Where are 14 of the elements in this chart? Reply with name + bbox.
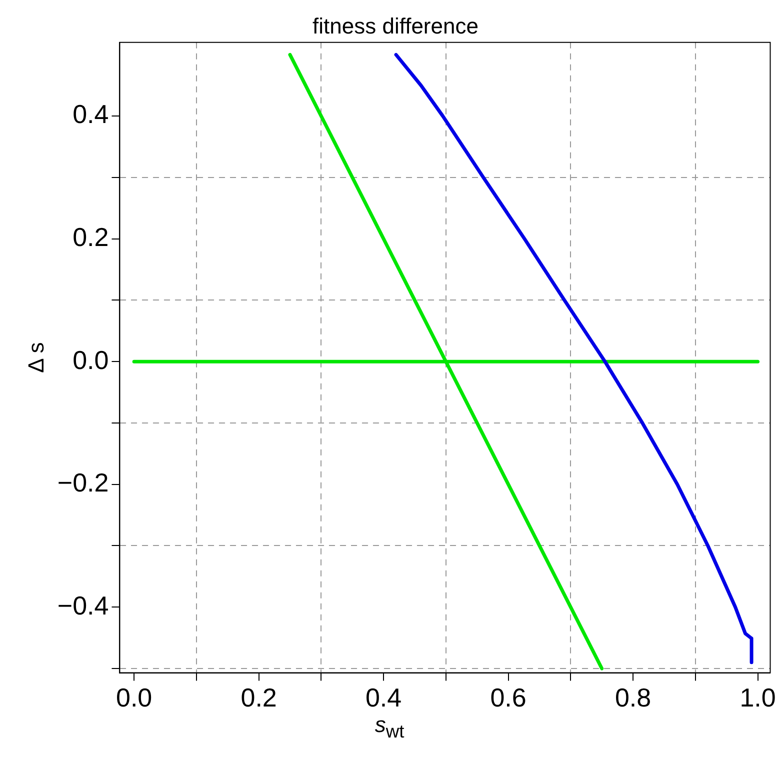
x-tick-label: 0.0	[116, 682, 152, 713]
x-tick-label: 1.0	[740, 682, 776, 713]
x-tick-label: 0.4	[365, 682, 402, 713]
chart-title: fitness difference	[312, 13, 478, 38]
x-tick-label: 0.8	[614, 682, 652, 713]
y-tick-label: −0.4	[57, 590, 109, 620]
y-axis-title: Δ s	[23, 342, 48, 373]
x-tick-label: 0.6	[490, 682, 526, 713]
y-tick-label: −0.2	[57, 468, 109, 498]
y-tick-label: 0.2	[72, 222, 109, 252]
y-tick-label: 0.4	[72, 99, 109, 130]
x-axis-title: s$_{wt}$	[374, 712, 406, 742]
x-tick-label: 0.2	[240, 682, 277, 713]
y-tick-label: 0.0	[72, 344, 109, 375]
